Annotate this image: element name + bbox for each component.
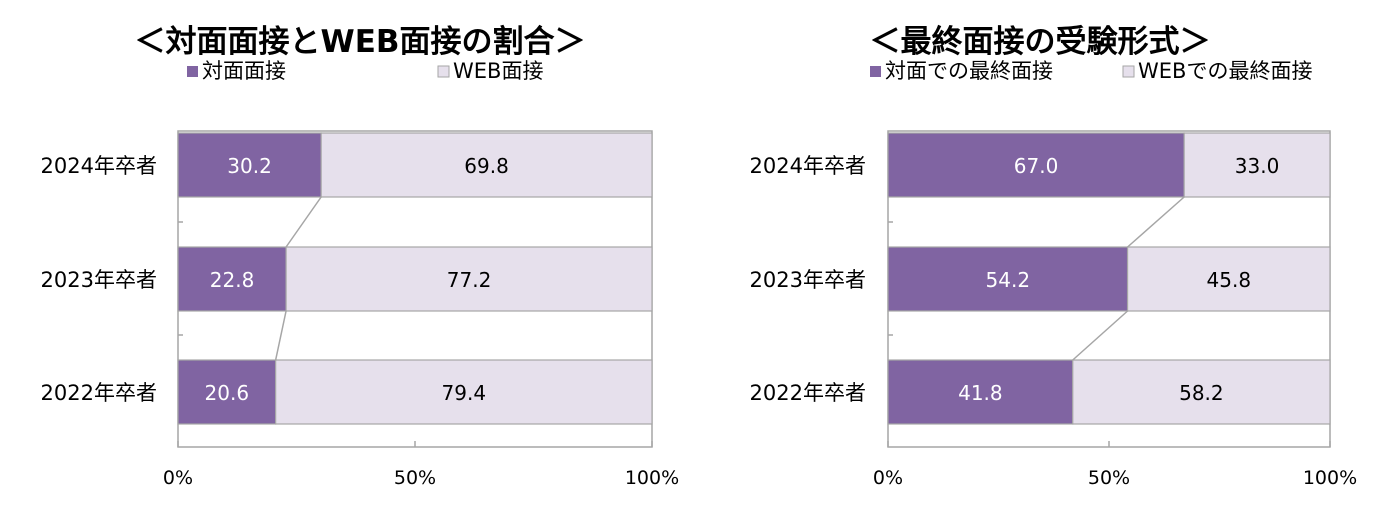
chart2-bar-2-1 bbox=[1183, 132, 1331, 198]
chart2-bar-2-2 bbox=[1126, 246, 1331, 312]
chart2-data-label-2-3: 58.2 bbox=[1179, 381, 1224, 405]
chart2-bar-1-3 bbox=[887, 359, 1074, 425]
chart2-data-label-1-2: 54.2 bbox=[986, 268, 1031, 292]
chart1-xtick-label-1: 0% bbox=[163, 467, 193, 489]
chart1-series-line-2 bbox=[274, 310, 287, 361]
chart2-data-label-1-3: 41.8 bbox=[958, 381, 1003, 405]
chart2-series-line-2 bbox=[1072, 310, 1129, 361]
chart1-bar-2-3 bbox=[275, 359, 653, 425]
chart1-data-label-1-1: 30.2 bbox=[227, 154, 272, 178]
chart2-category-label-2: 2023年卒者 bbox=[750, 268, 866, 292]
chart2-bar-2-3 bbox=[1072, 359, 1331, 425]
chart1-category-label-1: 2024年卒者 bbox=[41, 154, 157, 178]
chart1-category-label-3: 2022年卒者 bbox=[41, 381, 157, 405]
chart2-legend-label-2: WEBでの最終面接 bbox=[1138, 59, 1312, 83]
chart1-xtick-label-3: 100% bbox=[625, 467, 679, 489]
chart1-legend-swatch-2 bbox=[437, 65, 450, 78]
chart2-xtick-label-2: 50% bbox=[1088, 467, 1130, 489]
chart2-category-label-1: 2024年卒者 bbox=[750, 154, 866, 178]
chart2-bar-1-1 bbox=[887, 132, 1185, 198]
chart1-category-label-2: 2023年卒者 bbox=[41, 268, 157, 292]
chart2-legend-label-1: 対面での最終面接 bbox=[885, 59, 1053, 83]
chart1-data-label-2-3: 79.4 bbox=[442, 381, 487, 405]
chart1-bar-1-2 bbox=[177, 246, 287, 312]
chart1-data-label-2-2: 77.2 bbox=[447, 268, 492, 292]
chart1-bar-1-3 bbox=[177, 359, 277, 425]
chart2-xtick-label-3: 100% bbox=[1303, 467, 1357, 489]
chart1-series-line-1 bbox=[285, 196, 322, 248]
chart2-bar-1-2 bbox=[887, 246, 1129, 312]
chart1-data-label-1-3: 20.6 bbox=[205, 381, 250, 405]
chart1-data-label-1-2: 22.8 bbox=[210, 268, 255, 292]
chart2-legend-swatch-2 bbox=[1122, 65, 1135, 78]
chart1-legend-label-1: 対面面接 bbox=[202, 59, 286, 83]
chart1-bar-2-2 bbox=[285, 246, 653, 312]
chart2-data-label-2-2: 45.8 bbox=[1207, 268, 1252, 292]
chart1-title: ＜対面面接とWEB面接の割合＞ bbox=[135, 24, 586, 60]
chart1-data-label-2-1: 69.8 bbox=[464, 154, 509, 178]
chart1-legend-label-2: WEB面接 bbox=[453, 59, 543, 83]
chart2-data-label-2-1: 33.0 bbox=[1235, 154, 1280, 178]
chart2-legend-swatch-1 bbox=[870, 66, 881, 77]
chart2-xtick-label-1: 0% bbox=[873, 467, 903, 489]
chart2-data-label-1-1: 67.0 bbox=[1014, 154, 1059, 178]
chart2-title: ＜最終面接の受験形式＞ bbox=[870, 24, 1211, 60]
chart1-bar-1-1 bbox=[177, 132, 322, 198]
chart2-series-line-1 bbox=[1127, 196, 1185, 248]
chart1-bar-2-1 bbox=[320, 132, 653, 198]
chart2-category-label-3: 2022年卒者 bbox=[750, 381, 866, 405]
chart1-xtick-label-2: 50% bbox=[394, 467, 436, 489]
chart1-legend-swatch-1 bbox=[187, 66, 198, 77]
